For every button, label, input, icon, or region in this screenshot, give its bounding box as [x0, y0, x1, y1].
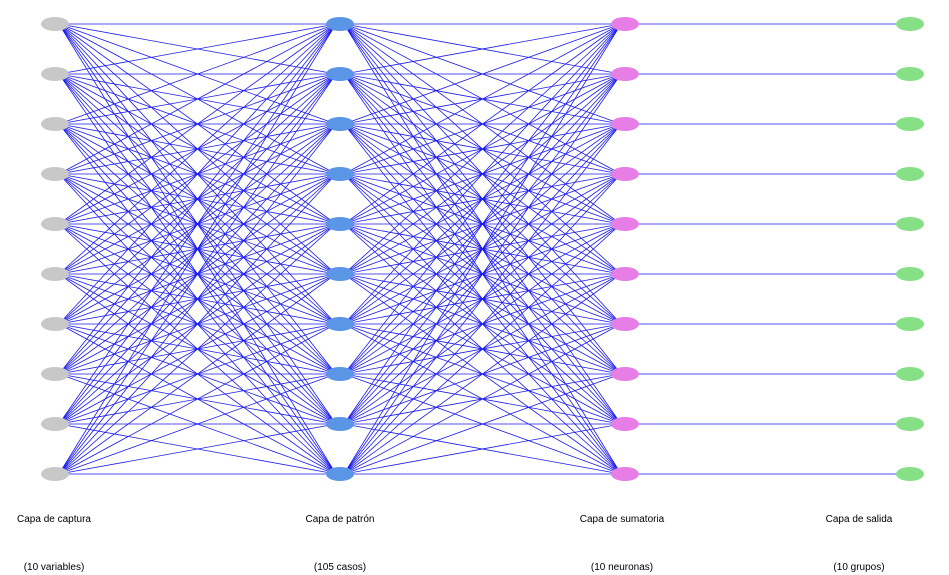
layer-count-salida: (10 grupos)	[833, 562, 885, 573]
edge-1-9-to-2-7	[343, 373, 622, 475]
node-layer0-3	[41, 167, 69, 181]
node-layer3-5	[896, 267, 924, 281]
node-layer3-3	[896, 167, 924, 181]
node-layer2-1	[611, 67, 639, 81]
node-layer3-9	[896, 467, 924, 481]
edge-0-9-to-1-6	[58, 323, 337, 475]
node-layer1-7	[326, 367, 354, 381]
node-layer1-1	[326, 67, 354, 81]
edge-0-8-to-1-0	[58, 23, 337, 425]
node-layer3-7	[896, 367, 924, 381]
node-layer0-2	[41, 117, 69, 131]
node-layer2-8	[611, 417, 639, 431]
edge-1-5-to-2-0	[343, 23, 622, 275]
node-layer0-9	[41, 467, 69, 481]
edge-1-4-to-2-0	[343, 23, 622, 225]
node-layer2-0	[611, 17, 639, 31]
node-layer1-2	[326, 117, 354, 131]
layer-nodes	[41, 17, 924, 481]
node-layer1-3	[326, 167, 354, 181]
edge-0-9-to-1-1	[58, 73, 337, 475]
node-layer3-0	[896, 17, 924, 31]
node-layer1-8	[326, 417, 354, 431]
node-layer0-6	[41, 317, 69, 331]
layer-name-captura: Capa de captura	[17, 514, 91, 525]
node-layer3-1	[896, 67, 924, 81]
edge-1-9-to-2-3	[343, 173, 622, 475]
node-layer0-5	[41, 267, 69, 281]
edge-0-9-to-1-4	[58, 223, 337, 475]
edge-0-2-to-1-0	[58, 23, 337, 125]
layer-name-sumatoria: Capa de sumatoria	[579, 514, 665, 525]
node-layer3-4	[896, 217, 924, 231]
edge-0-9-to-1-3	[58, 173, 337, 475]
edge-0-9-to-1-8	[58, 423, 337, 475]
edge-0-9-to-1-2	[58, 123, 337, 475]
edge-1-9-to-2-4	[343, 223, 622, 475]
edge-0-9-to-1-5	[58, 273, 337, 475]
edge-1-9-to-2-2	[343, 123, 622, 475]
edge-1-9-to-2-0	[343, 23, 622, 475]
edge-1-6-to-2-0	[343, 23, 622, 325]
edge-0-6-to-1-0	[58, 23, 337, 325]
edge-0-9-to-1-0	[58, 23, 337, 475]
node-layer3-8	[896, 417, 924, 431]
edge-1-2-to-2-0	[343, 23, 622, 125]
node-layer0-0	[41, 17, 69, 31]
edge-0-1-to-1-0	[58, 23, 337, 75]
edge-1-9-to-2-5	[343, 273, 622, 475]
edge-1-9-to-2-1	[343, 73, 622, 475]
node-layer2-6	[611, 317, 639, 331]
edge-1-9-to-2-6	[343, 323, 622, 475]
node-layer2-5	[611, 267, 639, 281]
edge-1-8-to-2-0	[343, 23, 622, 425]
edge-0-4-to-1-0	[58, 23, 337, 225]
edge-0-7-to-1-0	[58, 23, 337, 375]
node-layer0-1	[41, 67, 69, 81]
node-layer2-4	[611, 217, 639, 231]
layer-name-patron: Capa de patrón	[305, 514, 375, 525]
node-layer3-6	[896, 317, 924, 331]
node-layer1-6	[326, 317, 354, 331]
layer-count-captura: (10 variables)	[23, 562, 85, 573]
node-layer2-3	[611, 167, 639, 181]
layer-count-sumatoria: (10 neuronas)	[590, 562, 654, 573]
edge-0-3-to-1-0	[58, 23, 337, 175]
edge-1-9-to-2-8	[343, 423, 622, 475]
edge-1-7-to-2-0	[343, 23, 622, 375]
node-layer2-2	[611, 117, 639, 131]
edge-1-1-to-2-0	[343, 23, 622, 75]
node-layer0-8	[41, 417, 69, 431]
node-layer3-2	[896, 117, 924, 131]
node-layer1-0	[326, 17, 354, 31]
layer-name-salida: Capa de salida	[825, 514, 893, 525]
node-layer0-7	[41, 367, 69, 381]
node-layer2-9	[611, 467, 639, 481]
layer-count-patron: (105 casos)	[313, 562, 367, 573]
edge-0-5-to-1-0	[58, 23, 337, 275]
node-layer0-4	[41, 217, 69, 231]
node-layer1-9	[326, 467, 354, 481]
node-layer2-7	[611, 367, 639, 381]
node-layer1-5	[326, 267, 354, 281]
connection-edges	[58, 23, 906, 475]
edge-1-3-to-2-0	[343, 23, 622, 175]
node-layer1-4	[326, 217, 354, 231]
edge-0-9-to-1-7	[58, 373, 337, 475]
